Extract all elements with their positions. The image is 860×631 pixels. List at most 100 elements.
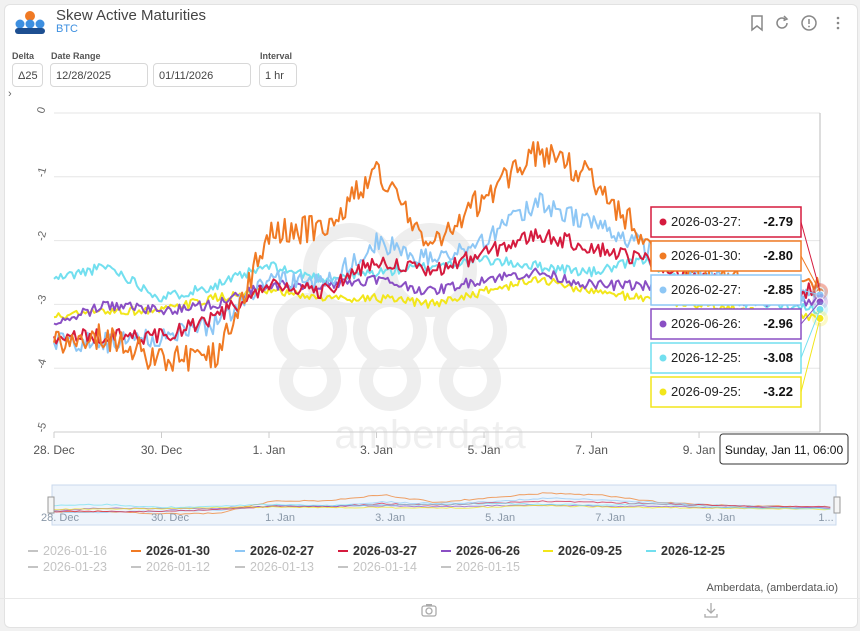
chart-footer	[0, 598, 860, 631]
tooltip-connector	[800, 255, 821, 292]
camera-icon[interactable]	[420, 601, 438, 619]
interval-select[interactable]: 1 hr	[259, 63, 297, 87]
legend-item-2026-01-13: 2026-01-13	[250, 560, 314, 574]
tooltip-connector	[800, 289, 821, 296]
tooltip-series-name: 2026-12-25:	[671, 350, 741, 365]
legend-item-2026-01-15: 2026-01-15	[456, 560, 520, 574]
legend: 2026-01-16 2026-01-30 2026-02-27 2026-03-27…	[28, 544, 725, 574]
navigator-tick-label: 9. Jan	[705, 512, 735, 524]
legend-item-2026-01-23: 2026-01-23	[43, 560, 107, 574]
tooltip-header-box	[719, 433, 849, 465]
tooltip-value: -3.22	[763, 384, 793, 399]
tooltip-dot	[659, 388, 667, 396]
tooltip-box	[650, 376, 802, 408]
navigator-tick-label: 1. Jan	[265, 512, 295, 524]
navigator-series-2026-03-27	[51, 500, 831, 513]
bookmark-icon[interactable]	[748, 14, 766, 32]
navigator-handle-right	[833, 496, 841, 514]
tooltip-dot	[659, 354, 667, 362]
x-tick-label: 30. Dec	[141, 443, 182, 457]
navigator-tick-label: 1...	[818, 512, 833, 524]
tooltip-series-name: 2026-03-27:	[671, 214, 741, 229]
interval-label: Interval	[260, 51, 293, 61]
download-icon[interactable]	[702, 601, 720, 619]
delta-select[interactable]: Δ25	[12, 63, 43, 87]
tooltip-value: -3.08	[763, 350, 793, 365]
navigator[interactable]: 28. Dec 30. Dec 1. Jan 3. Jan 5. Jan 7. Jan 9.…	[41, 484, 841, 526]
navigator-tick-label: 5. Jan	[485, 512, 515, 524]
tooltip: 2026-03-27: -2.79 2026-01-30: -2.80 2026-02-…	[650, 206, 849, 465]
tooltip-series-name: 2026-06-26:	[671, 316, 741, 331]
tooltip-dot	[659, 218, 667, 226]
refresh-icon[interactable]	[773, 14, 791, 32]
date-end-input[interactable]: 01/11/2026	[153, 63, 251, 87]
info-icon[interactable]	[800, 14, 818, 32]
tooltip-box	[650, 274, 802, 306]
tooltip-series-name: 2026-09-25:	[671, 384, 741, 399]
credits: Amberdata, (amberdata.io)	[707, 582, 838, 594]
legend-item-2026-01-16: 2026-01-16	[43, 544, 107, 558]
legend-item-2026-01-14: 2026-01-14	[353, 560, 417, 574]
tooltip-series-name: 2026-02-27:	[671, 282, 741, 297]
date-range-label: Date Range	[51, 51, 101, 61]
date-start-input[interactable]: 12/28/2025	[50, 63, 148, 87]
watermark: amberdata	[273, 223, 526, 457]
tooltip-connector	[800, 309, 821, 359]
x-axis: 28. Dec 30. Dec 1. Jan 3. Jan 5. Jan 7. Jan 9.…	[33, 431, 820, 457]
y-tick-label: -2	[35, 230, 49, 243]
tooltip-dot	[659, 320, 667, 328]
y-tick-label: 0	[35, 106, 48, 115]
tooltip-header: Sunday, Jan 11, 06:00	[725, 443, 844, 457]
tooltip-value: -2.96	[763, 316, 793, 331]
navigator-series-2026-09-25	[51, 504, 831, 511]
tooltip-connector	[800, 221, 821, 292]
tooltip-box	[650, 206, 802, 238]
navigator-tick-label: 3. Jan	[375, 512, 405, 524]
more-icon[interactable]	[829, 14, 847, 32]
legend-item-2026-01-30: 2026-01-30	[146, 544, 210, 558]
x-tick-label: 7. Jan	[575, 443, 608, 457]
legend-item-2026-02-27: 2026-02-27	[250, 544, 314, 558]
tooltip-box	[650, 308, 802, 340]
watermark-shape	[359, 349, 421, 411]
x-tick-label: 5. Jan	[468, 443, 501, 457]
x-tick-label: 9. Jan	[683, 443, 716, 457]
legend-item-2026-09-25: 2026-09-25	[558, 544, 622, 558]
navigator-series-2026-12-25	[51, 502, 831, 510]
navigator-tick-label: 7. Jan	[595, 512, 625, 524]
tooltip-dot	[659, 252, 667, 260]
tooltip-connector	[800, 301, 821, 325]
credits-text: Amberdata, (amberdata.io)	[707, 582, 838, 594]
navigator-series-2026-01-30	[51, 492, 831, 515]
page-title: Skew Active Maturities	[56, 7, 207, 24]
navigator-tick-label: 30. Dec	[151, 512, 189, 524]
tooltip-connector	[800, 318, 821, 393]
watermark-text: amberdata	[334, 413, 526, 457]
tooltip-value: -2.85	[763, 282, 793, 297]
navigator-handle-left	[47, 496, 55, 514]
expand-chevron-icon[interactable]: ›	[8, 88, 12, 100]
tooltip-box	[650, 240, 802, 272]
legend-item-2026-06-26: 2026-06-26	[456, 544, 520, 558]
y-tick-label: -4	[35, 357, 49, 370]
tooltip-series-name: 2026-01-30:	[671, 248, 741, 263]
y-tick-label: -5	[35, 421, 49, 434]
amberdata-logo	[15, 11, 45, 34]
watermark-shape	[279, 349, 341, 411]
tooltip-box	[650, 342, 802, 374]
legend-item-2026-03-27: 2026-03-27	[353, 544, 417, 558]
x-tick-label: 1. Jan	[253, 443, 286, 457]
y-axis: 0 -1 -2 -3 -4 -5	[35, 106, 49, 434]
navigator-tick-label: 28. Dec	[41, 512, 79, 524]
page-subtitle: BTC	[56, 23, 78, 35]
y-tick-label: -1	[35, 166, 49, 179]
tooltip-value: -2.79	[763, 214, 793, 229]
x-tick-label: 3. Jan	[360, 443, 393, 457]
y-tick-label: -3	[35, 294, 49, 307]
legend-item-2026-12-25: 2026-12-25	[661, 544, 725, 558]
watermark-shape	[439, 349, 501, 411]
legend-item-2026-01-12: 2026-01-12	[146, 560, 210, 574]
tooltip-value: -2.80	[763, 248, 793, 263]
x-tick-label: 28. Dec	[33, 443, 74, 457]
